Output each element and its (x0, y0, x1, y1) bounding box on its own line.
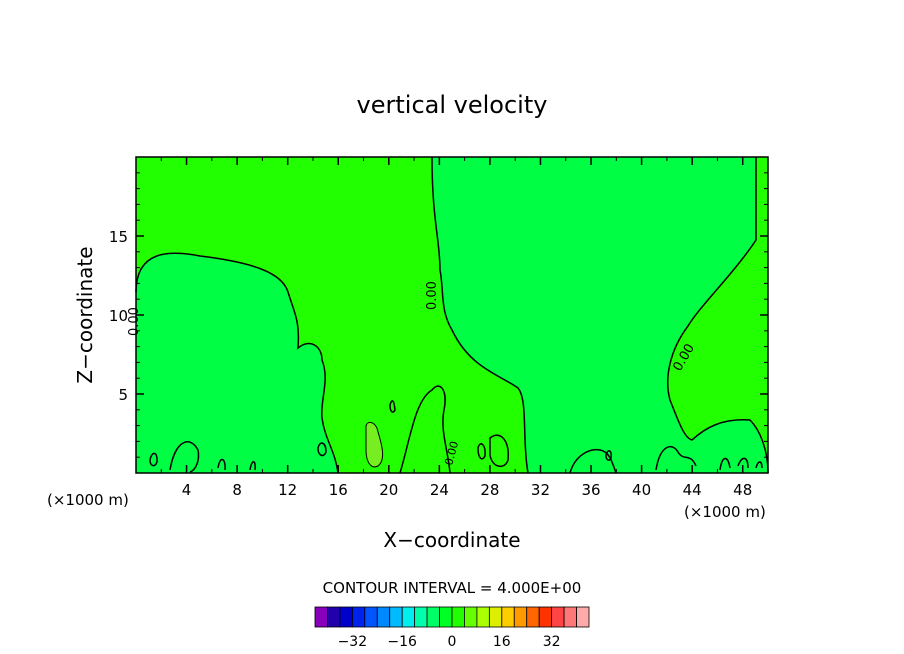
colorbar-swatch (501, 606, 515, 628)
colorbar-swatch (513, 606, 528, 628)
colorbar-swatch (488, 606, 503, 628)
y-tick-label: 15 (109, 228, 128, 246)
colorbar-tick-label: 0 (448, 634, 457, 650)
x-tick-label: 36 (581, 481, 600, 499)
chart-title: vertical velocity (357, 91, 548, 119)
y-axis-label: Z−coordinate (73, 246, 97, 383)
contour-lines (135, 156, 769, 474)
plot-area: 0.00 0.00 0.00 0.00 (127, 156, 769, 474)
y-tick-label: 5 (118, 386, 128, 404)
contour-label: 0.00 (425, 281, 440, 310)
colorbar-swatch (376, 606, 391, 628)
colorbar-swatch (351, 606, 366, 628)
contour-region-updraft (365, 422, 384, 468)
x-tick-label: 8 (232, 481, 242, 499)
colorbar-swatch (364, 606, 378, 628)
contour-label: 0.00 (127, 307, 142, 336)
colorbar-swatch (389, 606, 403, 628)
colorbar-swatch (476, 606, 490, 628)
x-tick-label: 16 (329, 481, 348, 499)
colorbar-swatch (526, 606, 540, 628)
y-tick-label: 10 (109, 307, 128, 325)
colorbar-swatch (538, 606, 553, 628)
colorbar-tick-label: −32 (338, 634, 368, 650)
colorbar-swatch (414, 606, 428, 628)
colorbar-swatch (551, 606, 565, 628)
colorbar-swatch (451, 606, 465, 628)
colorbar-tick-label: 32 (543, 634, 561, 650)
x-tick-label: 4 (182, 481, 192, 499)
colorbar: −32 −16 0 16 32 (314, 606, 590, 650)
colorbar-swatch (314, 606, 328, 628)
x-unit-label: (×1000 m) (47, 491, 129, 509)
contour-region-right (432, 157, 768, 473)
colorbar-swatch (563, 606, 577, 628)
colorbar-swatch (426, 606, 440, 628)
contour-region-left (136, 253, 338, 473)
colorbar-swatch (339, 606, 353, 628)
x-axis-label: X−coordinate (383, 528, 520, 552)
x-axis: 4 8 12 16 20 24 28 32 36 40 44 48 (160, 157, 752, 499)
contour-label: 0.00 (442, 440, 461, 467)
contour-interval-text: CONTOUR INTERVAL = 4.000E+00 (323, 579, 582, 597)
x-tick-label: 28 (480, 481, 499, 499)
x-tick-label: 12 (278, 481, 297, 499)
x-tick-label: 32 (531, 481, 550, 499)
colorbar-tick-label: 16 (493, 634, 511, 650)
x-tick-label: 40 (632, 481, 651, 499)
colorbar-swatch (576, 606, 590, 628)
colorbar-swatch (401, 606, 416, 628)
x-tick-label: 48 (733, 481, 752, 499)
x-tick-label: 24 (430, 481, 449, 499)
colorbar-swatch (464, 606, 478, 628)
y-axis: 5 10 15 (109, 172, 768, 458)
x-tick-label: 44 (683, 481, 702, 499)
x-unit-label-right: (×1000 m) (684, 503, 766, 521)
colorbar-swatch (439, 606, 453, 628)
colorbar-tick-label: −16 (387, 634, 417, 650)
x-tick-label: 20 (379, 481, 398, 499)
colorbar-swatch (327, 606, 341, 628)
